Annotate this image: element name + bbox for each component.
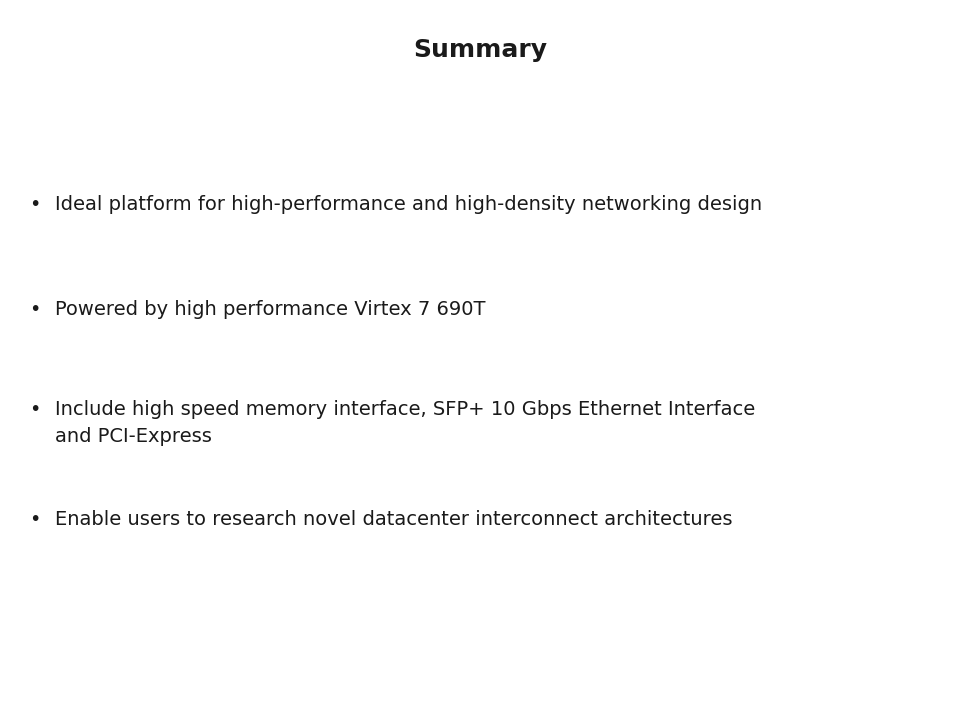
Text: Summary: Summary	[413, 38, 547, 62]
Text: •: •	[30, 195, 40, 214]
Text: Enable users to research novel datacenter interconnect architectures: Enable users to research novel datacente…	[55, 510, 732, 529]
Text: •: •	[30, 400, 40, 419]
Text: •: •	[30, 510, 40, 529]
Text: Ideal platform for high-performance and high-density networking design: Ideal platform for high-performance and …	[55, 195, 762, 214]
Text: Include high speed memory interface, SFP+ 10 Gbps Ethernet Interface
and PCI-Exp: Include high speed memory interface, SFP…	[55, 400, 756, 446]
Text: •: •	[30, 300, 40, 319]
Text: Powered by high performance Virtex 7 690T: Powered by high performance Virtex 7 690…	[55, 300, 486, 319]
